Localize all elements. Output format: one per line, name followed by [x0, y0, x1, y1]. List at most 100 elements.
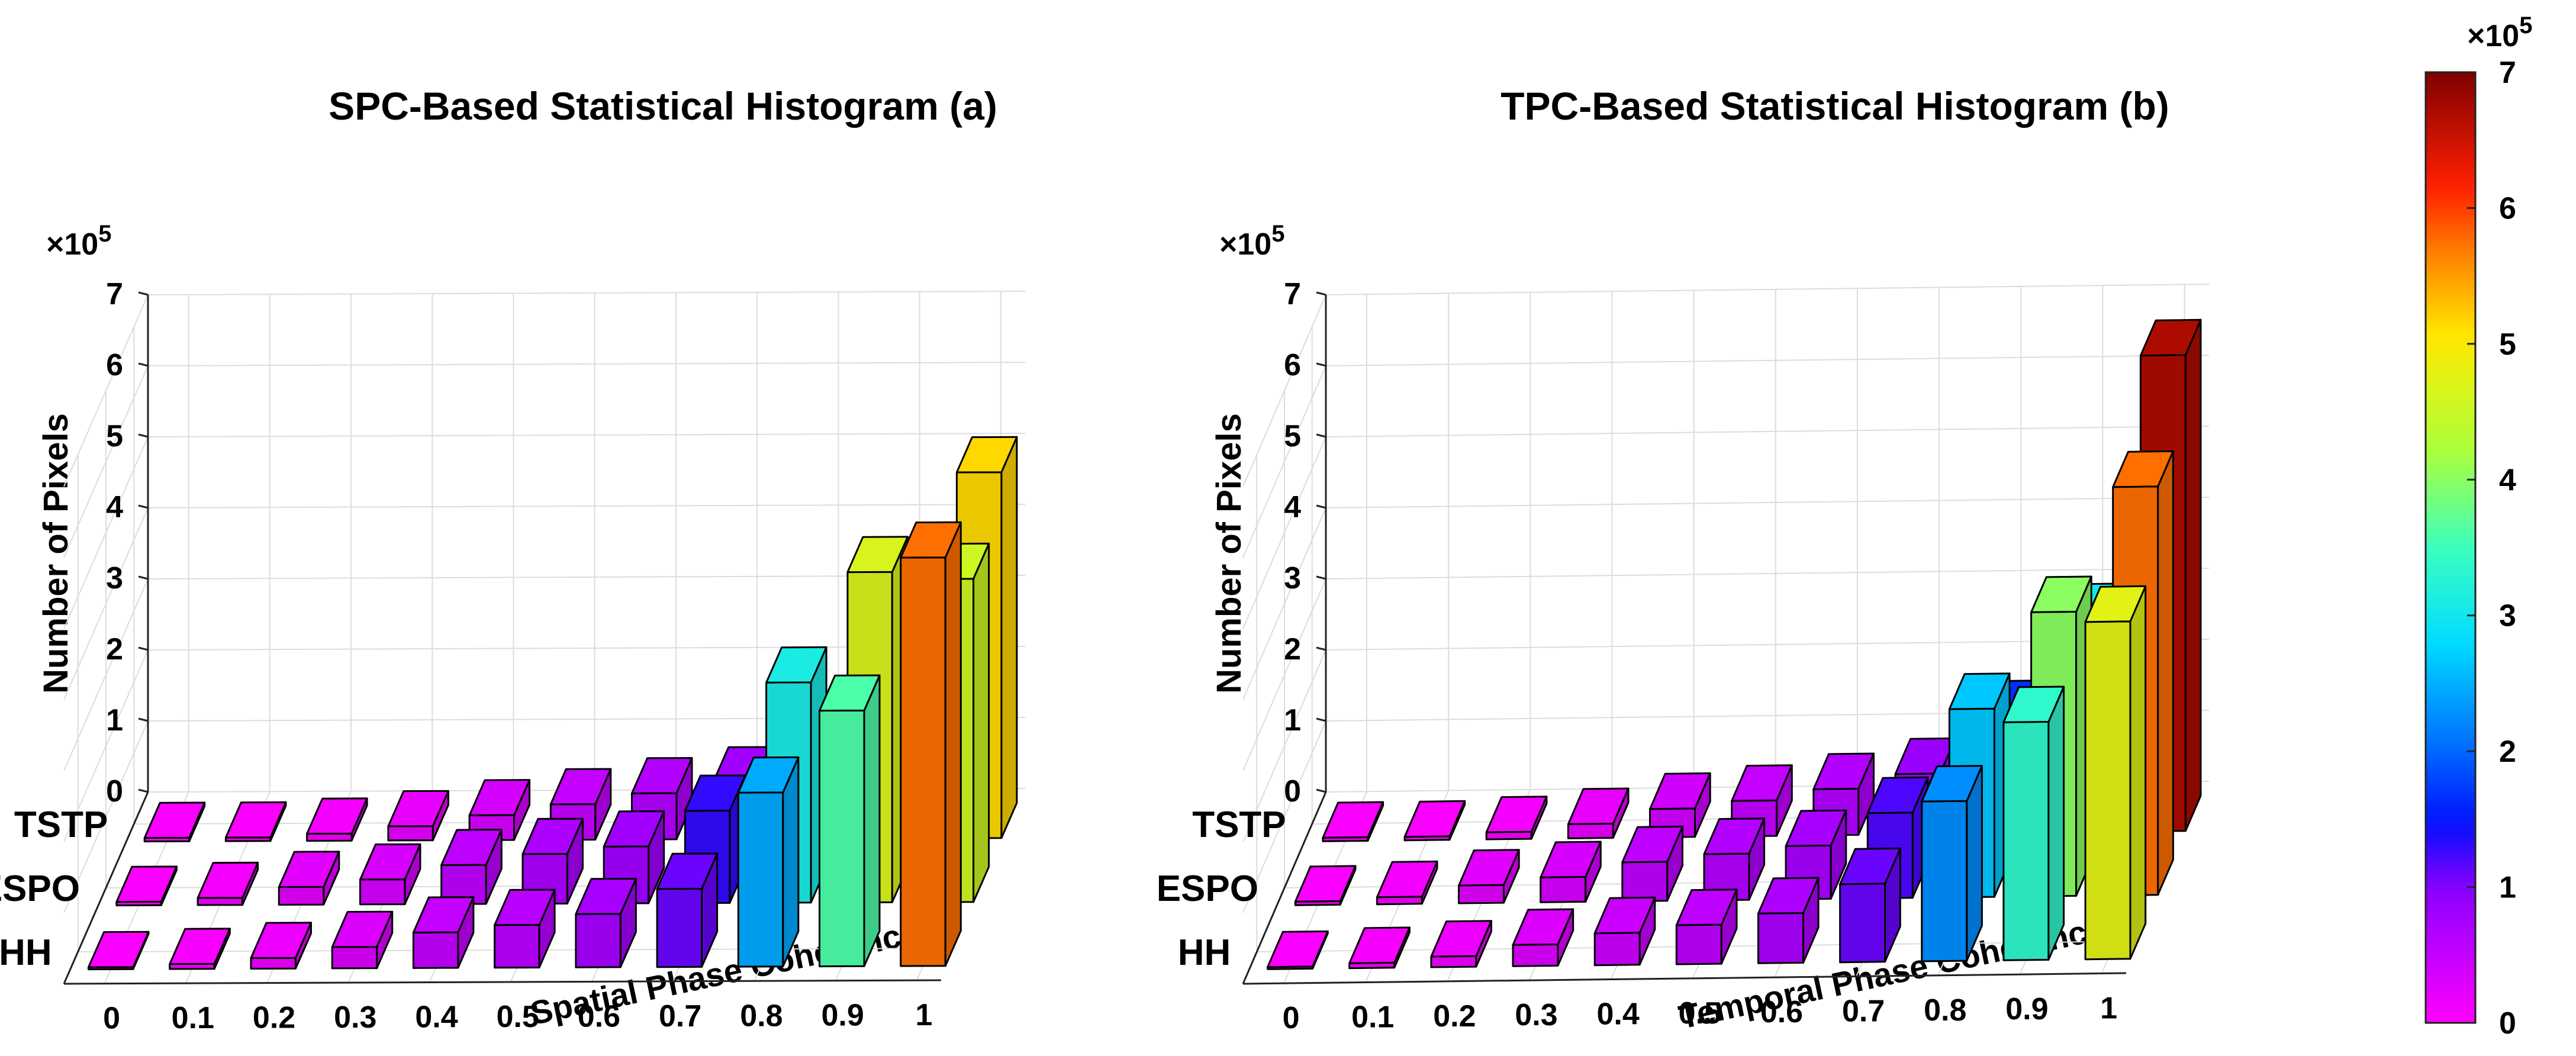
bar-side-face — [1000, 436, 1018, 839]
bar-espo-2 — [278, 851, 340, 906]
bar-top-face — [197, 861, 259, 899]
bar-tstp-3 — [1567, 787, 1630, 839]
bar-top-face — [2002, 685, 2065, 723]
z-tick-label: 6 — [1284, 348, 1301, 382]
bar-hh-10 — [900, 521, 962, 967]
bar-top-face — [900, 521, 962, 559]
bar-top-face — [1703, 817, 1766, 855]
bar-top-face — [331, 910, 394, 948]
z-tick-mark — [138, 717, 149, 722]
bar-top-face — [468, 779, 531, 816]
bar-front-face — [331, 946, 378, 970]
bar-top-face — [575, 878, 637, 915]
bar-top-face — [143, 801, 206, 839]
z-tick-label: 5 — [106, 419, 123, 453]
bar-hh-8 — [1921, 765, 1983, 962]
colorbar-tick-label: 2 — [2499, 735, 2516, 769]
bar-top-face — [306, 797, 368, 835]
bar-top-face — [387, 790, 449, 828]
bar-espo-4 — [1621, 825, 1683, 903]
z-tick-mark — [138, 433, 149, 438]
bar-front-face — [1567, 822, 1614, 839]
bar-hh-8 — [737, 756, 800, 968]
x-tick-label: 0.9 — [2005, 992, 2048, 1026]
bar-front-face — [1675, 923, 1722, 965]
z-tick-mark — [1316, 504, 1326, 509]
z-tick-label: 3 — [1284, 561, 1301, 595]
x-ticks-spc: 0 0.1 0.2 0.3 0.4 0.5 0.6 0.7 0.8 0.9 1 — [103, 998, 932, 1036]
bar-espo-0 — [115, 865, 178, 907]
z-multiplier-base-spc: ×10 — [46, 227, 98, 262]
axes-spc — [63, 295, 942, 985]
x-tick-label: 0.7 — [1842, 994, 1885, 1029]
x-gridline — [1447, 292, 1531, 982]
bar-front-face — [494, 924, 540, 969]
x-axis-line — [1242, 972, 2127, 985]
bar-side-face — [863, 674, 881, 967]
bar-top-face — [2112, 450, 2174, 488]
bar-front-face — [737, 791, 784, 968]
z-tick-mark — [1316, 291, 1326, 296]
bar-hh-9 — [2002, 685, 2065, 961]
z-tick-label: 1 — [1284, 703, 1301, 738]
bar-front-face — [387, 825, 434, 842]
bar-front-face — [1430, 955, 1477, 968]
bar-top-face — [1921, 765, 1983, 803]
bar-top-face — [2030, 575, 2092, 613]
bar-front-face — [575, 913, 622, 968]
z-multiplier-spc: ×105 — [46, 221, 111, 262]
z-tick-label: 0 — [106, 774, 123, 809]
x-ticks-tpc: 0 0.1 0.2 0.3 0.4 0.5 0.6 0.7 0.8 0.9 1 — [1283, 991, 2117, 1036]
bar-espo-1 — [1376, 860, 1438, 906]
x-tick-label: 0 — [103, 1002, 120, 1036]
x-tick-label: 0.4 — [1597, 997, 1640, 1032]
bar-top-face — [1485, 796, 1548, 833]
bar-espo-1 — [197, 861, 259, 906]
bar-front-face — [197, 897, 244, 906]
bar-hh-6 — [575, 878, 637, 968]
bar-tstp-2 — [306, 797, 368, 842]
chart-title-spc: SPC-Based Statistical Histogram (a) — [329, 84, 997, 128]
bar-top-face — [549, 768, 612, 806]
x-tick-label: 0.6 — [578, 999, 620, 1034]
colorbar-tick-label: 0 — [2499, 1006, 2516, 1041]
z-tick-mark — [138, 362, 149, 367]
bar-hh-5 — [494, 888, 556, 969]
bar-hh-3 — [331, 910, 394, 970]
bar-hh-1 — [1348, 926, 1411, 970]
group-labels-tpc: TSTP ESPO HH — [1157, 804, 1286, 973]
x-tick-label: 0.1 — [1351, 1000, 1394, 1035]
bar-side-face — [2157, 450, 2174, 896]
bar-top-face — [765, 646, 827, 684]
bar-side-face — [973, 542, 990, 903]
colorbar-tick-label: 5 — [2499, 327, 2516, 362]
z-multiplier-tpc: ×105 — [1219, 221, 1284, 262]
bar-top-face — [955, 436, 1018, 474]
axes-tpc — [1242, 295, 2127, 985]
z-tick-label: 2 — [106, 632, 123, 667]
series-label: TSTP — [14, 804, 108, 845]
bar-side-face — [2129, 585, 2147, 960]
bar-front-face — [900, 556, 946, 967]
bar-top-face — [1430, 920, 1492, 958]
bar-top-face — [819, 674, 881, 712]
colorbar-tick-label: 6 — [2499, 191, 2516, 226]
bar-top-face — [1540, 841, 1602, 878]
bar-side-face — [2184, 318, 2202, 832]
bar-top-face — [2084, 585, 2147, 623]
bar-tstp-2 — [1485, 796, 1548, 841]
bar-top-face — [1294, 865, 1357, 903]
bar-espo-0 — [1294, 865, 1357, 906]
y-axis-line — [1242, 791, 1327, 984]
x-tick-label: 0.3 — [334, 1000, 376, 1035]
z-tick-mark — [1316, 362, 1326, 367]
z-multiplier-base-tpc: ×10 — [1219, 227, 1271, 262]
bar-side-face — [944, 521, 962, 967]
bar-front-face — [1621, 861, 1669, 903]
z-tick-label: 4 — [106, 490, 123, 524]
bar-hh-6 — [1757, 877, 1820, 964]
bar-front-face — [2084, 620, 2131, 961]
x-tick-label: 0.1 — [172, 1001, 214, 1035]
z-tick-mark — [1316, 433, 1326, 438]
